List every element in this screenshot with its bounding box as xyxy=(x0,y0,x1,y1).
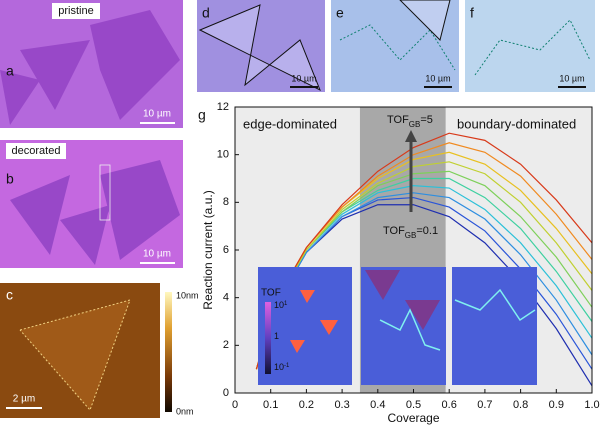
panel-label: d xyxy=(202,5,210,21)
y-tick-label: 12 xyxy=(217,101,229,113)
scale-bar: 10 µm xyxy=(425,73,450,83)
panel-tag: decorated xyxy=(12,145,61,157)
colorbar-title: TOF xyxy=(261,288,281,299)
panel-label: g xyxy=(198,107,206,123)
colorbar-tick-label: 101 xyxy=(274,300,288,310)
scale-bar: 10 µm xyxy=(559,73,584,83)
x-tick-label: 0 xyxy=(232,399,238,411)
x-tick-label: 0.8 xyxy=(513,399,528,411)
x-tick-label: 1.0 xyxy=(584,399,599,411)
panel-d: d 10 µm xyxy=(197,0,325,92)
colorbar-label: 0nm xyxy=(176,406,194,416)
colorbar-label: 10nm xyxy=(176,290,199,300)
panel-label: a xyxy=(6,63,14,79)
annotation: TOFGB=5 xyxy=(387,114,433,129)
colorbar-tick-label: 1 xyxy=(274,331,279,341)
panel-label: e xyxy=(336,5,344,21)
y-tick-label: 4 xyxy=(223,292,229,304)
y-tick-label: 0 xyxy=(223,387,229,399)
panel-a: pristine a 10 µm xyxy=(0,0,183,128)
annotation-part: TOF xyxy=(383,225,405,237)
colorbar-tick-label: 10-1 xyxy=(274,362,290,372)
annotation: TOFGB=0.1 xyxy=(383,225,438,240)
annotation: edge-dominated xyxy=(243,116,337,131)
y-tick-label: 2 xyxy=(223,339,229,351)
x-tick-label: 0.3 xyxy=(334,399,349,411)
y-tick-label: 8 xyxy=(223,196,229,208)
panel-tag: pristine xyxy=(58,5,93,17)
scale-bar: 10 µm xyxy=(143,249,171,260)
arrow-head xyxy=(405,130,417,142)
scale-bar: 10 µm xyxy=(291,73,316,83)
x-tick-label: 0.1 xyxy=(263,399,278,411)
panel-e: e 10 µm xyxy=(331,0,459,92)
x-tick-label: 0.9 xyxy=(549,399,564,411)
x-tick-label: 0.6 xyxy=(442,399,457,411)
scale-bar: 10 µm xyxy=(143,109,171,120)
annotation-part: =0.1 xyxy=(416,225,438,237)
annotation-part: TOF xyxy=(387,114,409,126)
x-tick-label: 0.4 xyxy=(370,399,385,411)
tick-exp: -1 xyxy=(284,363,290,369)
y-axis-title: Reaction current (a.u.) xyxy=(201,190,215,309)
panel-label: f xyxy=(470,5,474,21)
x-tick-label: 0.5 xyxy=(406,399,421,411)
annotation-part: =5 xyxy=(420,114,433,126)
panel-label: c xyxy=(6,287,13,303)
panel-f: f 10 µm xyxy=(465,0,595,92)
tick-base: 10 xyxy=(274,300,284,310)
panel-c: c 2 µm 10nm 0nm xyxy=(0,283,199,418)
annotation-part: GB xyxy=(405,231,417,240)
plot-frame xyxy=(234,106,593,394)
panel-label: b xyxy=(6,171,14,187)
annotation: boundary-dominated xyxy=(457,116,576,131)
scale-bar: 2 µm xyxy=(13,394,35,405)
tick-base: 1 xyxy=(274,331,279,341)
tick-base: 10 xyxy=(274,362,284,372)
panel-b: decorated b 10 µm xyxy=(0,140,183,268)
annotation-part: GB xyxy=(409,120,421,129)
x-tick-label: 0.7 xyxy=(477,399,492,411)
y-tick-label: 10 xyxy=(217,149,229,161)
x-axis-title: Coverage xyxy=(387,411,439,425)
y-tick-label: 6 xyxy=(223,244,229,256)
tick-exp: 1 xyxy=(284,301,288,307)
x-tick-label: 0.2 xyxy=(299,399,314,411)
